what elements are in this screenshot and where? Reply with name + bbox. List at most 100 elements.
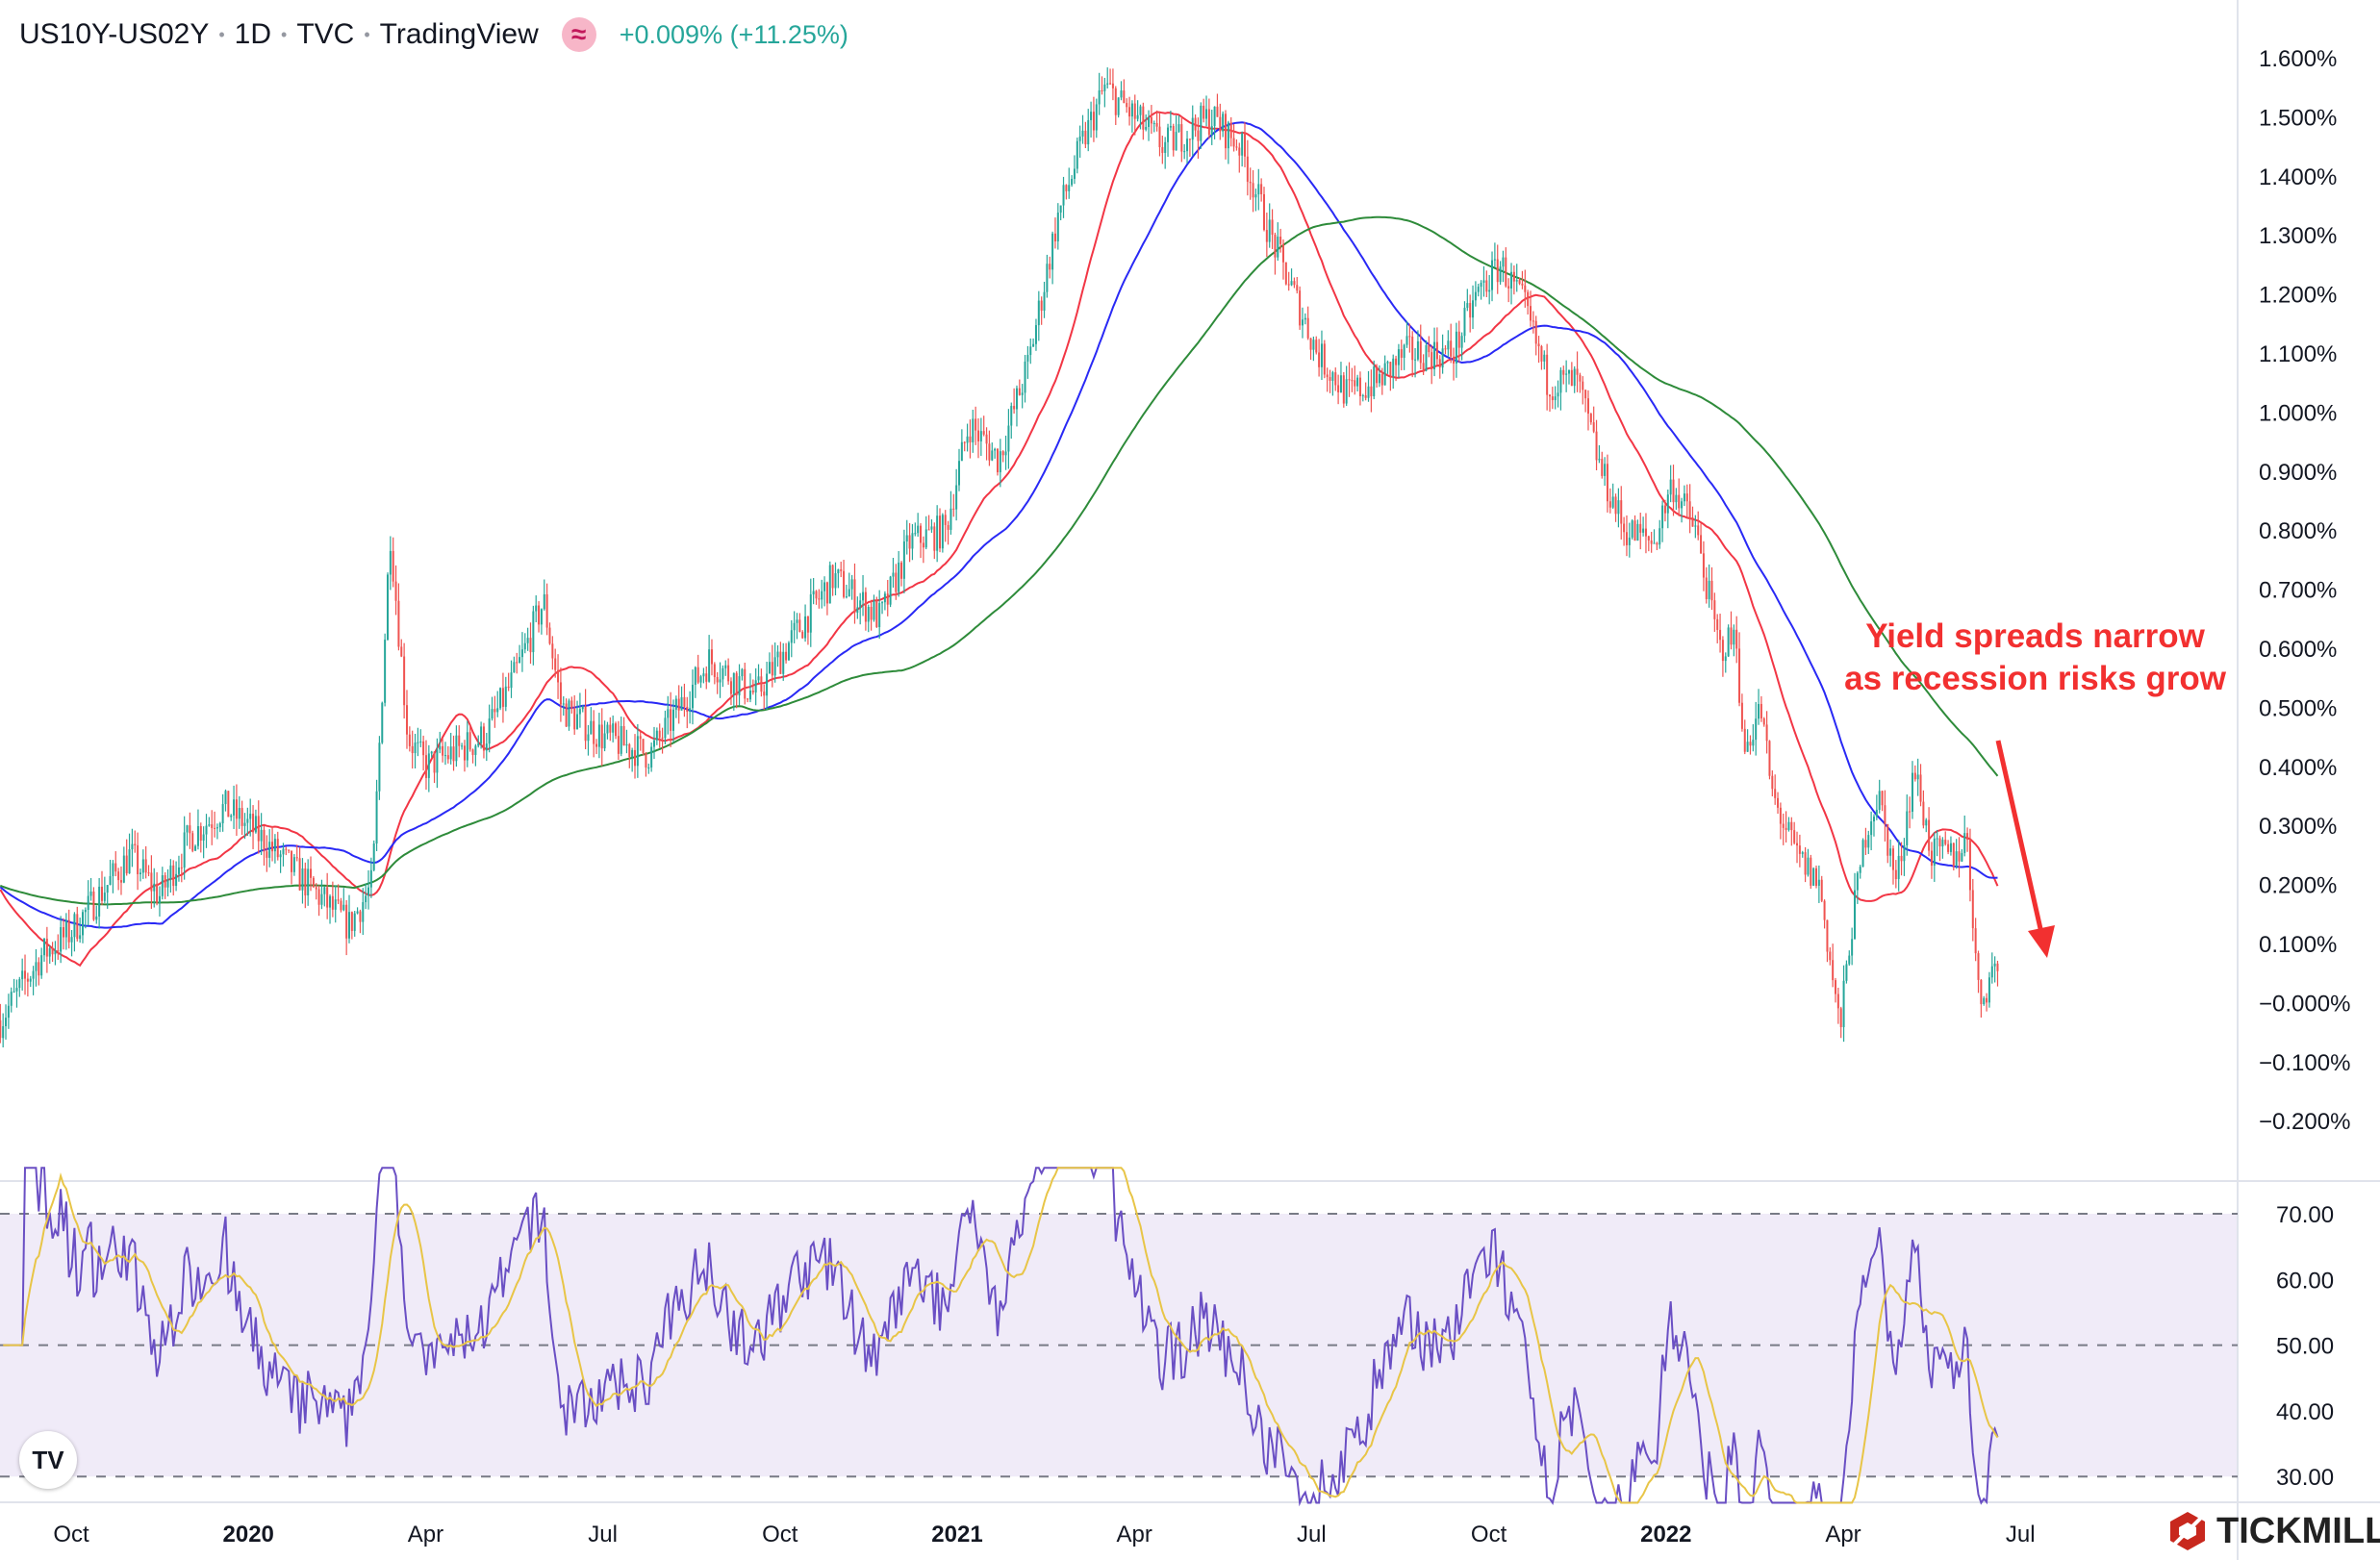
candle-body xyxy=(1543,354,1546,362)
candle-body xyxy=(334,899,337,910)
candle-body xyxy=(1815,868,1818,886)
candle-body xyxy=(1990,966,1993,978)
candle-body xyxy=(1842,980,1845,1027)
candle-body xyxy=(1749,742,1752,746)
rsi-tick-label: 60.00 xyxy=(2276,1268,2334,1294)
candle-body xyxy=(1130,103,1133,117)
candle-body xyxy=(1903,844,1906,862)
candle-body xyxy=(1441,348,1444,368)
candle-body xyxy=(1235,146,1238,148)
candle-body xyxy=(516,662,519,664)
candle-body xyxy=(1534,320,1537,344)
candle-body xyxy=(1716,618,1719,630)
candle-body xyxy=(825,582,828,604)
candle-body xyxy=(1491,260,1494,290)
candle-body xyxy=(1152,123,1155,125)
candle-body xyxy=(1411,336,1414,361)
candle-body xyxy=(867,607,870,622)
candle-body xyxy=(1925,819,1928,826)
candle-body xyxy=(994,448,997,451)
candle-body xyxy=(276,839,279,858)
candle-body xyxy=(1595,431,1598,461)
candle-body xyxy=(1287,284,1290,286)
candle-body xyxy=(1450,340,1453,357)
candle-body xyxy=(21,970,24,980)
candle-body xyxy=(538,605,541,625)
candle-body xyxy=(1111,83,1114,88)
candle-body xyxy=(10,992,13,1006)
candle-body xyxy=(54,950,57,955)
candle-body xyxy=(1169,126,1172,128)
candle-body xyxy=(1681,501,1684,509)
candle-body xyxy=(631,749,634,758)
candle-body xyxy=(1606,464,1608,502)
interval-label[interactable]: 1D xyxy=(234,18,272,50)
candle-body xyxy=(622,726,625,746)
tradingview-logo-icon[interactable]: TV xyxy=(19,1431,77,1489)
candle-body xyxy=(249,814,252,819)
candle-body xyxy=(1820,879,1823,901)
candle-body xyxy=(999,451,1001,473)
candle-body xyxy=(716,676,719,683)
candle-body xyxy=(898,562,900,592)
candle-body xyxy=(109,875,112,886)
candle-body xyxy=(840,569,843,571)
candle-body xyxy=(1752,740,1755,746)
candle-body xyxy=(617,736,620,754)
candle-body xyxy=(1065,185,1068,191)
candle-body xyxy=(1669,479,1672,495)
candle-body xyxy=(1425,344,1428,371)
candle-body xyxy=(1963,833,1966,853)
candle-body xyxy=(1944,840,1947,844)
candle-body xyxy=(1996,963,1999,971)
candle-body xyxy=(757,676,760,681)
candle-body xyxy=(1084,130,1087,145)
candle-body xyxy=(578,709,581,715)
candle-body xyxy=(996,448,999,473)
candle-body xyxy=(1177,124,1180,133)
candle-body xyxy=(1186,138,1189,152)
candle-body xyxy=(1474,291,1477,301)
candle-body xyxy=(1403,344,1405,358)
candle-body xyxy=(853,579,856,614)
candle-body xyxy=(988,443,991,461)
candle-body xyxy=(1524,285,1527,292)
candle-body xyxy=(372,843,375,870)
candle-body xyxy=(1740,702,1743,729)
candle-body xyxy=(122,855,125,883)
candle-body xyxy=(1257,184,1260,195)
candle-body xyxy=(494,709,496,713)
candle-body xyxy=(543,593,545,610)
candle-body xyxy=(394,581,397,601)
candle-body xyxy=(1949,843,1952,852)
candle-body xyxy=(1812,868,1815,886)
candle-body xyxy=(1207,109,1210,136)
candle-body xyxy=(320,893,323,905)
candle-body xyxy=(2,1025,5,1039)
candle-body xyxy=(202,834,205,841)
candle-body xyxy=(957,461,960,486)
candle-body xyxy=(288,849,291,851)
candle-body xyxy=(471,749,474,755)
candle-body xyxy=(1271,219,1274,236)
candle-body xyxy=(936,516,939,551)
candle-body xyxy=(1106,83,1109,85)
candle-body xyxy=(1570,369,1573,387)
candle-body xyxy=(214,827,216,829)
symbol-label[interactable]: US10Y-US02Y xyxy=(19,18,210,50)
candle-body xyxy=(1268,219,1271,242)
candle-body xyxy=(326,887,329,908)
candle-body xyxy=(310,868,313,878)
time-tick-label: Apr xyxy=(408,1522,443,1547)
candle-body xyxy=(963,441,966,443)
candle-body xyxy=(32,970,35,979)
candle-body xyxy=(647,767,650,769)
candle-body xyxy=(1188,138,1191,140)
wave-icon[interactable]: ≈ xyxy=(561,17,596,52)
candle-body xyxy=(1968,840,1971,891)
candle-body xyxy=(1930,850,1933,867)
candle-body xyxy=(70,937,73,943)
candle-body xyxy=(24,970,27,979)
candle-body xyxy=(403,656,406,706)
